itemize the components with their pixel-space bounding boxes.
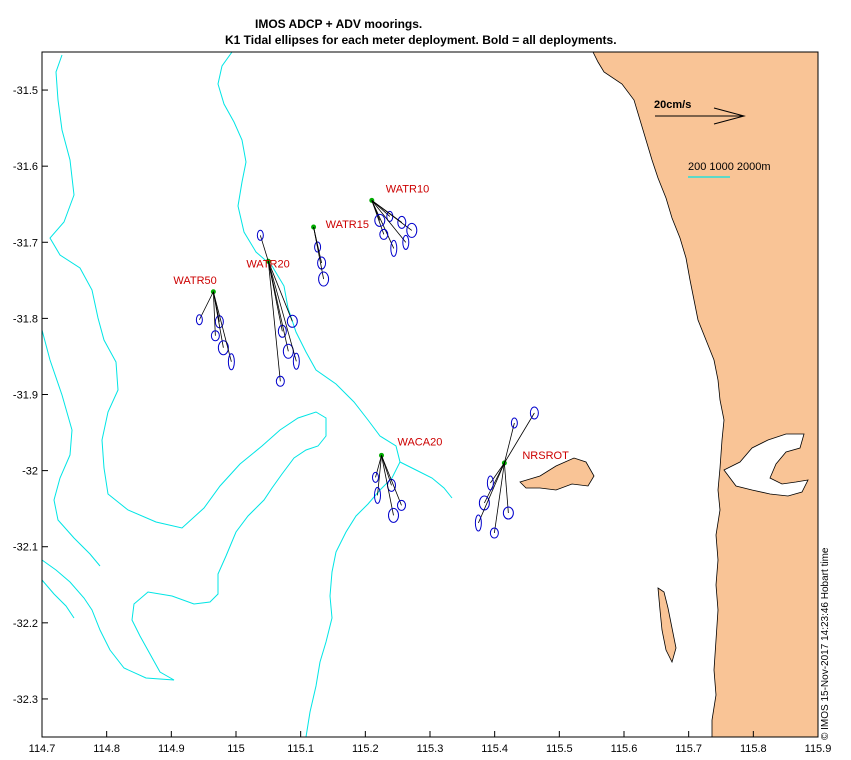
x-tick-label: 115.5 [546, 743, 573, 755]
x-tick-label: 114.9 [158, 743, 185, 755]
tidal-ellipse [217, 340, 229, 356]
tidal-ellipse [227, 353, 235, 371]
mooring-labels: WATR10 WATR15 WATR20 WATR50 WACA20 NRSROT [173, 183, 569, 462]
scale-arrow: 20cm/s [654, 99, 746, 125]
tidal-ellipse [374, 486, 381, 504]
y-tick-label: -32.3 [13, 694, 38, 706]
current-vector [381, 455, 394, 516]
tidal-ellipses [195, 197, 539, 539]
y-tick-label: -32 [22, 466, 38, 478]
x-tick-label: 115.7 [675, 743, 702, 755]
tidal-ellipse [210, 330, 220, 342]
current-vector [313, 226, 324, 280]
current-vector [503, 462, 509, 514]
tidal-ellipse [390, 239, 398, 257]
x-tick-label: 115.2 [352, 743, 379, 755]
title-line1: IMOS ADCP + ADV moorings. [255, 17, 422, 31]
tidal-ellipse [256, 229, 264, 241]
current-vector [477, 462, 505, 524]
land-mass [592, 51, 819, 738]
current-vector [199, 291, 214, 320]
current-vector [493, 462, 505, 534]
tidal-ellipse [374, 213, 386, 227]
footer-timestamp: © IMOS 15-Nov-2017 14:23:46 Hobart time [820, 547, 831, 740]
depth-legend-label: 200 1000 2000m [688, 161, 771, 173]
x-tick-label: 115.3 [417, 743, 444, 755]
current-vector [371, 200, 381, 221]
tidal-ellipse [292, 352, 300, 370]
current-vector [381, 455, 402, 506]
tidal-ellipse [388, 507, 399, 523]
inlet [723, 433, 809, 497]
current-vector [371, 200, 395, 249]
y-tick-label: -31.7 [13, 237, 38, 249]
tidal-ellipse [502, 506, 514, 520]
tidal-ellipse [372, 471, 379, 483]
mooring-label: NRSROT [522, 450, 569, 462]
x-tick-label: 115.9 [805, 743, 832, 755]
tidal-ellipse [286, 314, 298, 328]
y-tick-label: -32.1 [13, 542, 38, 554]
x-tick-label: 115.1 [287, 743, 314, 755]
rottnest-island [519, 457, 595, 491]
depth-legend: 200 1000 2000m [688, 161, 771, 178]
current-vector [212, 291, 216, 336]
tidal-ellipse [314, 241, 322, 253]
y-axis: -31.5 -31.6 -31.7 -31.8 -31.9 -32 -32.1 -32.2 -3… [13, 85, 48, 706]
tidal-ellipse [379, 228, 389, 240]
current-vector [375, 455, 382, 478]
x-tick-label: 115.8 [740, 743, 767, 755]
tidal-ellipse [397, 499, 406, 511]
y-tick-label: -31.6 [13, 161, 38, 173]
current-vector [503, 422, 515, 464]
scale-arrow-label: 20cm/s [654, 99, 691, 111]
mooring-label: WATR50 [173, 275, 216, 287]
tidal-ellipse [318, 271, 330, 287]
x-tick-label: 115.6 [611, 743, 638, 755]
tidal-ellipse [486, 475, 494, 491]
current-vector [504, 412, 535, 464]
current-vector [212, 291, 224, 348]
current-vector [371, 200, 407, 243]
tidal-ellipse [489, 527, 499, 539]
tidal-ellipse [195, 314, 203, 326]
title-line2: K1 Tidal ellipses for each meter deploym… [225, 33, 617, 47]
y-tick-label: -31.9 [13, 390, 38, 402]
tidal-ellipse [402, 234, 410, 250]
current-vector [267, 261, 281, 382]
x-tick-label: 114.8 [93, 743, 120, 755]
mooring-label: WATR15 [326, 219, 369, 231]
mooring-label: WACA20 [398, 436, 443, 448]
x-tick-label: 114.7 [29, 743, 56, 755]
isobaths [41, 51, 453, 738]
x-tick-label: 115 [227, 743, 245, 755]
mooring-label: WATR20 [246, 258, 289, 270]
current-vector [267, 261, 289, 352]
y-tick-label: -32.2 [13, 618, 38, 630]
current-vector [371, 200, 413, 231]
tidal-ellipse [474, 514, 482, 532]
tidal-ellipse [397, 215, 407, 229]
tidal-ellipse [529, 406, 539, 420]
tidal-ellipse [406, 222, 418, 238]
garden-island [657, 587, 677, 664]
y-tick-label: -31.5 [13, 85, 38, 97]
mooring-label: WATR10 [386, 183, 429, 195]
tidal-ellipse [510, 417, 518, 429]
current-vector [484, 462, 505, 504]
x-tick-label: 115.4 [481, 743, 508, 755]
current-vector [267, 261, 293, 322]
x-axis: 114.7 114.8 114.9 115 115.1 115.2 115.3 115.4 11… [29, 731, 832, 755]
y-tick-label: -31.8 [13, 313, 38, 325]
current-vector [377, 455, 382, 496]
current-vector [212, 291, 232, 362]
current-vector [267, 261, 297, 362]
tidal-ellipse [275, 375, 285, 387]
